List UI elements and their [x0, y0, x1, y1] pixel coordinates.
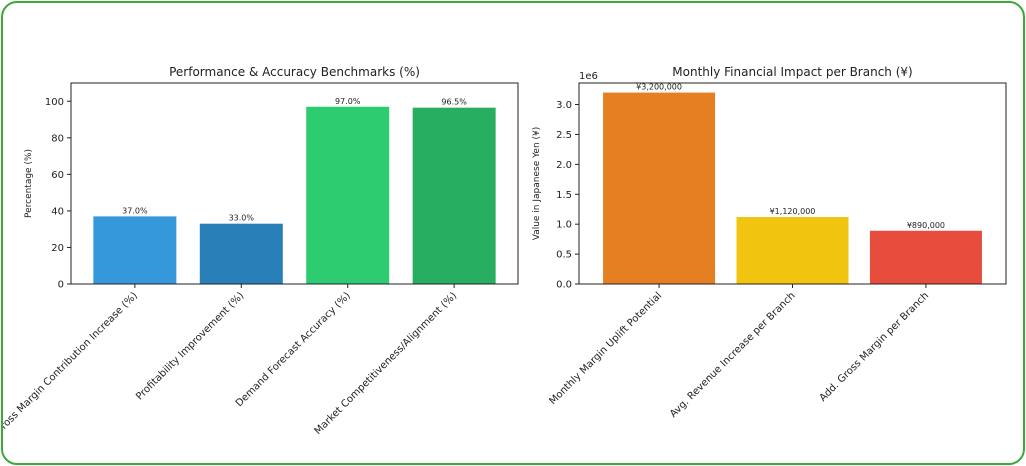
- y-tick-label: 20: [51, 243, 64, 254]
- y-tick-label: 2.5: [556, 130, 572, 141]
- y-tick-label: 0.0: [556, 280, 572, 291]
- y-tick-label: 1.5: [556, 190, 572, 201]
- bar: [736, 217, 849, 284]
- chart-title: Monthly Financial Impact per Branch (¥): [672, 65, 912, 79]
- bar: [93, 216, 177, 284]
- bar: [869, 230, 982, 284]
- x-tick-label: Demand Forecast Accuracy (%): [234, 290, 353, 409]
- y-axis-label: Value in Japanese Yen (¥): [532, 127, 542, 241]
- y-tick-label: 60: [51, 170, 64, 181]
- y-tick-label: 80: [51, 133, 64, 144]
- y-tick-label: 40: [51, 206, 64, 217]
- x-tick-label: Gross Margin Contribution Increase (%): [3, 290, 140, 437]
- x-tick-label: Avg. Revenue Increase per Branch: [668, 290, 798, 420]
- chart-1: Performance & Accuracy Benchmarks (%) Per…: [3, 65, 519, 437]
- y-axis-label: Percentage (%): [24, 149, 34, 218]
- y-tick-label: 1.0: [556, 220, 572, 231]
- y-tick-label: 3.0: [556, 100, 572, 111]
- y-axis-offset-label: 1e6: [579, 71, 598, 82]
- plot-area-border: [70, 82, 519, 285]
- x-tick-label: Monthly Margin Uplift Potential: [547, 290, 664, 407]
- bar-data-label: 33.0%: [229, 214, 255, 223]
- bar-data-label: 96.5%: [441, 98, 467, 107]
- y-tick-label: 0: [58, 280, 64, 291]
- bar: [306, 106, 390, 284]
- x-tick-label: Add. Gross Margin per Branch: [818, 290, 931, 403]
- y-tick-label: 0.5: [556, 250, 572, 261]
- bar: [603, 92, 716, 284]
- plot-area-border: [578, 82, 1007, 285]
- chart-2: Monthly Financial Impact per Branch (¥) V…: [532, 65, 1007, 420]
- bar: [412, 107, 496, 284]
- bar-data-label: ¥3,200,000: [636, 83, 682, 92]
- bar-data-label: ¥890,000: [907, 221, 945, 230]
- charts-canvas: Performance & Accuracy Benchmarks (%) Per…: [3, 65, 1007, 437]
- chart-title: Performance & Accuracy Benchmarks (%): [169, 65, 420, 79]
- bar: [199, 223, 283, 284]
- y-tick-label: 100: [45, 97, 64, 108]
- bar-data-label: 97.0%: [335, 97, 361, 106]
- bar-data-label: 37.0%: [122, 206, 148, 215]
- y-tick-label: 2.0: [556, 160, 572, 171]
- bar-data-label: ¥1,120,000: [770, 207, 816, 216]
- x-tick-label: Profitability Improvement (%): [134, 290, 246, 402]
